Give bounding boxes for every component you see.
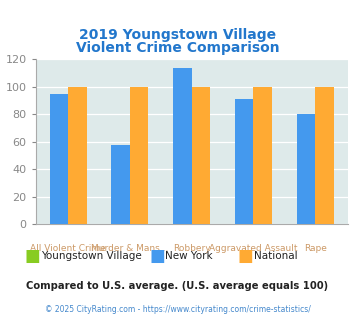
- Bar: [192, 87, 210, 224]
- Text: Rape: Rape: [304, 244, 327, 253]
- Bar: [253, 87, 272, 224]
- Bar: [235, 99, 253, 224]
- Text: Youngstown Village: Youngstown Village: [41, 251, 142, 261]
- Bar: [173, 68, 192, 224]
- Bar: [50, 94, 68, 224]
- Bar: [297, 115, 315, 224]
- Text: ■: ■: [25, 247, 40, 265]
- Text: Murder & Mans...: Murder & Mans...: [91, 244, 169, 253]
- Text: Robbery: Robbery: [173, 244, 211, 253]
- Bar: [130, 87, 148, 224]
- Text: National: National: [254, 251, 297, 261]
- Text: All Violent Crime: All Violent Crime: [30, 244, 106, 253]
- Text: Aggravated Assault: Aggravated Assault: [209, 244, 298, 253]
- Text: New York: New York: [165, 251, 213, 261]
- Bar: [111, 145, 130, 224]
- Text: ■: ■: [149, 247, 165, 265]
- Text: ■: ■: [238, 247, 253, 265]
- Bar: [315, 87, 334, 224]
- Text: Violent Crime Comparison: Violent Crime Comparison: [76, 41, 279, 55]
- Bar: [68, 87, 87, 224]
- Text: Compared to U.S. average. (U.S. average equals 100): Compared to U.S. average. (U.S. average …: [26, 281, 329, 291]
- Text: © 2025 CityRating.com - https://www.cityrating.com/crime-statistics/: © 2025 CityRating.com - https://www.city…: [45, 305, 310, 314]
- Text: 2019 Youngstown Village: 2019 Youngstown Village: [79, 28, 276, 42]
